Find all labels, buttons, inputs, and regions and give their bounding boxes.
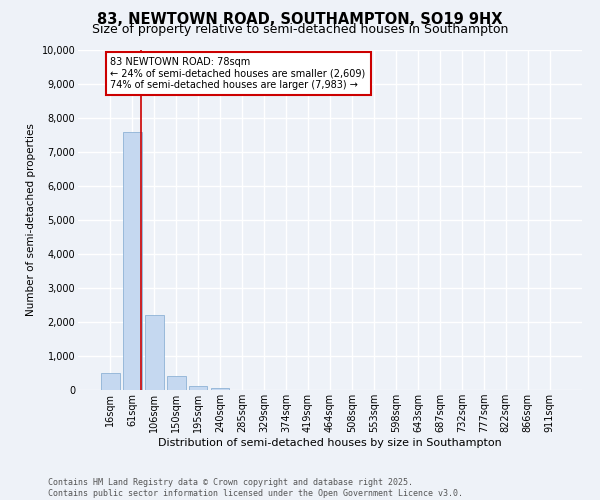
Bar <box>145 315 164 390</box>
Text: 83, NEWTOWN ROAD, SOUTHAMPTON, SO19 9HX: 83, NEWTOWN ROAD, SOUTHAMPTON, SO19 9HX <box>97 12 503 28</box>
Bar <box>123 132 142 390</box>
Bar <box>211 388 229 390</box>
Text: Contains HM Land Registry data © Crown copyright and database right 2025.
Contai: Contains HM Land Registry data © Crown c… <box>48 478 463 498</box>
X-axis label: Distribution of semi-detached houses by size in Southampton: Distribution of semi-detached houses by … <box>158 438 502 448</box>
Y-axis label: Number of semi-detached properties: Number of semi-detached properties <box>26 124 36 316</box>
Bar <box>189 386 208 390</box>
Text: Size of property relative to semi-detached houses in Southampton: Size of property relative to semi-detach… <box>92 22 508 36</box>
Bar <box>101 373 119 390</box>
Text: 83 NEWTOWN ROAD: 78sqm
← 24% of semi-detached houses are smaller (2,609)
74% of : 83 NEWTOWN ROAD: 78sqm ← 24% of semi-det… <box>110 57 366 90</box>
Bar <box>167 376 185 390</box>
